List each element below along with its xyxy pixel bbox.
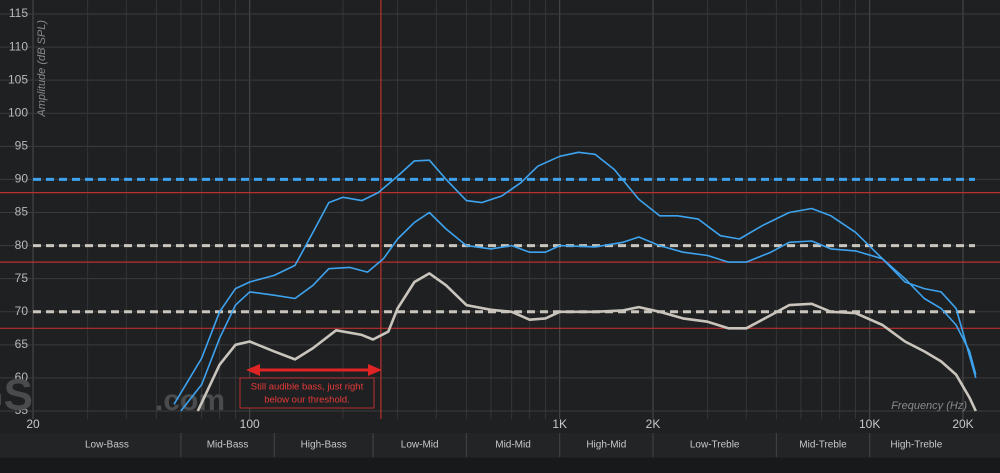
band-label: Mid-Bass: [207, 440, 249, 451]
y-tick-label: 70: [15, 304, 29, 318]
curve: [173, 151, 977, 405]
y-tick-label: 105: [8, 72, 28, 86]
arrow-head: [368, 364, 382, 376]
x-tick-label: 10K: [859, 417, 880, 431]
curve: [180, 211, 977, 412]
footer-strip: [0, 458, 1000, 473]
x-tick-label: 100: [240, 417, 260, 431]
annotation-text: below our threshold.: [264, 395, 350, 406]
y-tick-label: 65: [15, 337, 29, 351]
x-tick-label: 20K: [952, 417, 973, 431]
y-tick-label: 55: [15, 403, 29, 417]
band-label: Low-Bass: [85, 440, 129, 451]
band-label: High-Bass: [301, 440, 347, 451]
band-label: Low-Treble: [690, 440, 740, 451]
x-tick-label: 20: [26, 417, 40, 431]
band-label: Mid-Treble: [799, 440, 847, 451]
y-tick-label: 75: [15, 271, 29, 285]
x-tick-label: 1K: [552, 417, 567, 431]
band-strip: [0, 433, 1000, 457]
annotation-box: [239, 377, 375, 409]
y-tick-label: 90: [15, 172, 29, 186]
y-tick-label: 60: [15, 370, 29, 384]
band-label: High-Treble: [890, 440, 942, 451]
x-axis-title: Frequency (Hz): [891, 400, 967, 412]
band-label: High-Mid: [586, 440, 626, 451]
plot: [0, 0, 1000, 419]
band-label: Mid-Mid: [495, 440, 531, 451]
annotation: Still audible bass, just right below our…: [239, 364, 382, 409]
y-tick-label: 85: [15, 205, 29, 219]
watermark: RTINGS: [0, 371, 33, 420]
x-tick-label: 2K: [646, 417, 661, 431]
bands: Low-Bass Mid-Bass High-Bass Low-Mid Mid-Mid H…: [0, 433, 1000, 457]
y-tick-label: 115: [9, 6, 28, 20]
y-tick-label: 95: [15, 139, 29, 153]
y-tick-label: 100: [8, 105, 28, 119]
band-label: Low-Mid: [401, 440, 439, 451]
arrow-head: [246, 364, 260, 376]
annotation-text: Still audible bass, just right: [251, 382, 364, 393]
y-tick-label: 110: [9, 39, 28, 53]
curve: [196, 272, 977, 412]
y-tick-label: 80: [15, 238, 29, 252]
y-axis-title: Amplitude (dB SPL): [36, 20, 48, 118]
